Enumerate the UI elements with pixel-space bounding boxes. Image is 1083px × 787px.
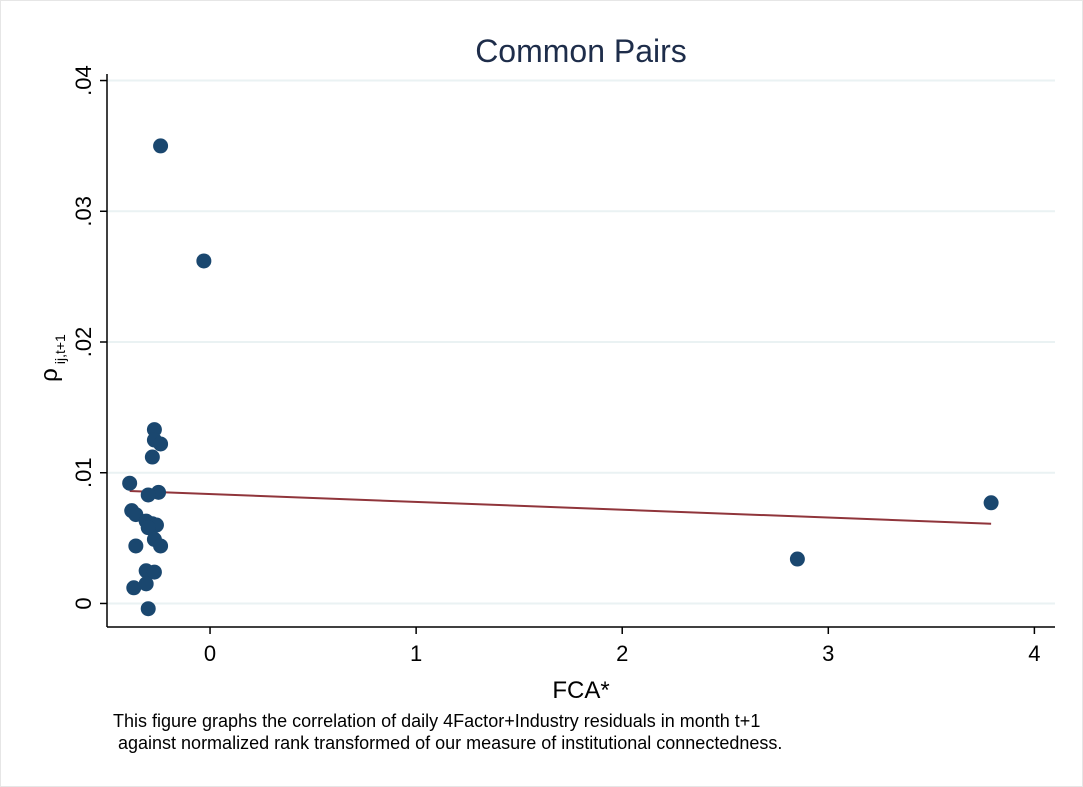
- x-tick-label: 2: [616, 641, 628, 666]
- x-tick-label: 1: [410, 641, 422, 666]
- y-axis-label-main: ρ: [36, 368, 63, 382]
- data-point: [146, 422, 162, 438]
- x-tick-label: 0: [204, 641, 216, 666]
- x-ticks: 0 1 2 3 4: [204, 627, 1041, 666]
- data-point: [983, 495, 999, 511]
- fit-line: [129, 490, 992, 525]
- y-tick-label: .04: [71, 65, 96, 96]
- x-axis-label: FCA*: [552, 677, 609, 700]
- svg-text:ρij,t+1: ρ ij,t+1: [36, 334, 68, 382]
- y-tick-label: 0: [71, 597, 96, 609]
- y-tick-label: .02: [71, 327, 96, 358]
- data-points: [122, 138, 999, 617]
- caption-line-2: against normalized rank transformed of o…: [113, 733, 783, 753]
- x-tick-label: 4: [1028, 641, 1040, 666]
- data-point: [153, 436, 169, 452]
- y-tick-label: .03: [71, 196, 96, 227]
- data-point: [140, 520, 156, 536]
- data-point: [144, 449, 160, 465]
- data-point: [140, 487, 156, 503]
- y-tick-label: .01: [71, 457, 96, 488]
- data-point: [789, 551, 805, 567]
- data-point: [128, 538, 144, 554]
- caption-line-1: This figure graphs the correlation of da…: [113, 711, 761, 731]
- data-point: [122, 475, 138, 491]
- data-point: [140, 601, 156, 617]
- data-point: [196, 253, 212, 269]
- fit-line-layer: [129, 490, 992, 525]
- data-point: [153, 138, 169, 154]
- y-axis-label-subscript: ij,t+1: [52, 334, 68, 364]
- data-point: [153, 538, 169, 554]
- chart-title: Common Pairs: [475, 33, 687, 69]
- data-point: [138, 576, 154, 592]
- grid-lines: [107, 79, 1055, 605]
- data-point: [146, 564, 162, 580]
- y-axis-label: ρ ij,t+1: [36, 334, 68, 382]
- data-point: [126, 580, 142, 596]
- y-ticks: 0 .01 .02 .03 .04: [71, 65, 107, 610]
- scatter-chart: 0 .01 .02 .03 .04 0 1 2 3 4 Common Pairs FCA* ρi…: [36, 33, 1055, 700]
- x-tick-label: 3: [822, 641, 834, 666]
- axes: [106, 74, 1055, 628]
